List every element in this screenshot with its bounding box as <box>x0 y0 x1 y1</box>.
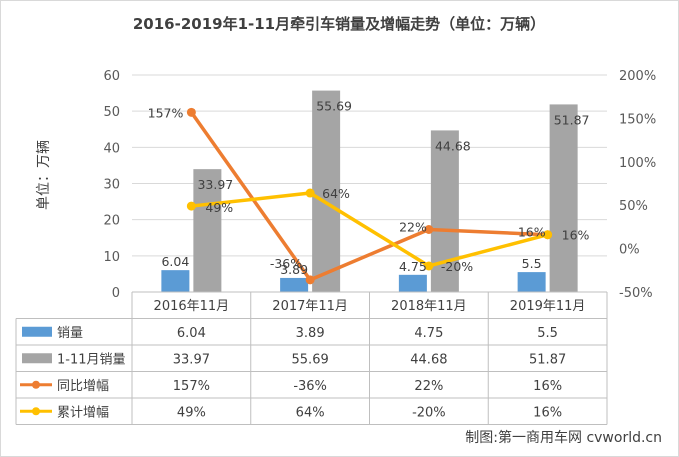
line-data-label: 157% <box>148 105 184 120</box>
table-cell: 5.5 <box>537 326 558 341</box>
line-data-label: -20% <box>441 259 473 274</box>
line-data-label: 16% <box>518 225 546 240</box>
x-tick-label: 2018年11月 <box>391 299 467 314</box>
series-line-cumulative <box>191 191 549 268</box>
table-cell: 51.87 <box>529 352 566 367</box>
line-data-label: 22% <box>399 220 427 235</box>
bar-data-label: 33.97 <box>197 177 233 192</box>
line-point <box>424 225 434 235</box>
bar-monthly <box>517 272 546 292</box>
y2-tick-label: 200% <box>619 69 656 84</box>
y-axis-ticks: 0 10 20 30 40 50 60 <box>103 69 120 301</box>
data-labels: 6.04 3.89 4.75 5.5 33.97 55.69 44.68 51.87 157% -… <box>148 99 590 277</box>
table-cell: 22% <box>414 379 443 394</box>
table-cell: 64% <box>296 405 325 420</box>
line-point <box>305 275 315 285</box>
y2-tick-label: -50% <box>619 286 653 301</box>
legend-label: 1-11月销量 <box>57 352 126 367</box>
table-cell: -20% <box>412 405 446 420</box>
y2-tick-label: 100% <box>619 156 656 171</box>
y-axis-label: 单位：万辆 <box>36 140 52 210</box>
series-line-yoy <box>189 111 548 282</box>
table-cell: 49% <box>177 405 206 420</box>
legend-label: 累计增幅 <box>57 405 109 420</box>
table-cell: 3.89 <box>296 326 325 341</box>
y-tick-label: 60 <box>103 69 120 84</box>
line-data-label: -36% <box>270 256 302 271</box>
table-cell: 4.75 <box>414 326 443 341</box>
table-cell: 33.97 <box>173 352 210 367</box>
bar-data-label: 5.5 <box>522 256 542 271</box>
table-cell: 16% <box>533 379 562 394</box>
y2-tick-label: 0% <box>619 243 640 258</box>
chart-title: 2016-2019年1-11月牵引车销量及增幅走势（单位：万辆） <box>133 15 545 33</box>
line-data-label: 64% <box>322 186 350 201</box>
bar-data-label: 51.87 <box>554 112 590 127</box>
bar-data-label: 55.69 <box>316 99 352 114</box>
table-cell: -36% <box>293 379 327 394</box>
chart-credit: 制图:第一商用车网 cvworld.cn <box>465 429 662 446</box>
line-point <box>543 230 553 240</box>
y-tick-label: 0 <box>112 286 120 301</box>
table-cell: 6.04 <box>177 326 206 341</box>
legend-label: 同比增幅 <box>57 379 109 394</box>
y-tick-label: 50 <box>103 105 120 120</box>
x-tick-label: 2019年11月 <box>510 299 586 314</box>
line-marks <box>186 107 553 285</box>
y2-tick-label: 50% <box>619 199 648 214</box>
bar-cumulative <box>193 169 222 292</box>
table-cell: 157% <box>173 379 210 394</box>
x-tick-label: 2017年11月 <box>272 299 348 314</box>
legend-swatch <box>22 353 52 364</box>
line-data-label: 49% <box>205 200 233 215</box>
table-cell: 55.69 <box>292 352 329 367</box>
bar-data-label: 3.89 <box>280 262 308 277</box>
y-tick-label: 10 <box>103 250 120 265</box>
bar-monthly <box>398 274 427 292</box>
line-point <box>186 201 196 211</box>
line-point <box>305 188 315 198</box>
bar-data-label: 44.68 <box>435 138 471 153</box>
legend-marker <box>32 407 40 416</box>
legend-swatch <box>22 326 52 337</box>
table-cell: 44.68 <box>410 352 447 367</box>
y-tick-label: 30 <box>103 178 120 193</box>
table-cell: 16% <box>533 405 562 420</box>
y2-tick-label: 150% <box>619 112 656 127</box>
bar-monthly <box>161 270 190 292</box>
line-point <box>186 107 196 117</box>
bar-data-label: 4.75 <box>399 259 427 274</box>
y-tick-label: 20 <box>103 214 120 229</box>
y2-axis-ticks: -50% 0% 50% 100% 150% 200% <box>619 69 656 301</box>
legend-marker <box>32 380 40 389</box>
bar-data-label: 6.04 <box>161 254 189 269</box>
bar-monthly <box>280 277 309 292</box>
y-tick-label: 40 <box>103 141 120 156</box>
line-data-label: 16% <box>562 228 590 243</box>
legend-label: 销量 <box>57 326 83 341</box>
x-tick-label: 2016年11月 <box>154 299 230 314</box>
bar-cumulative <box>549 104 578 292</box>
line-point <box>424 261 434 271</box>
bar-cumulative <box>312 90 341 292</box>
